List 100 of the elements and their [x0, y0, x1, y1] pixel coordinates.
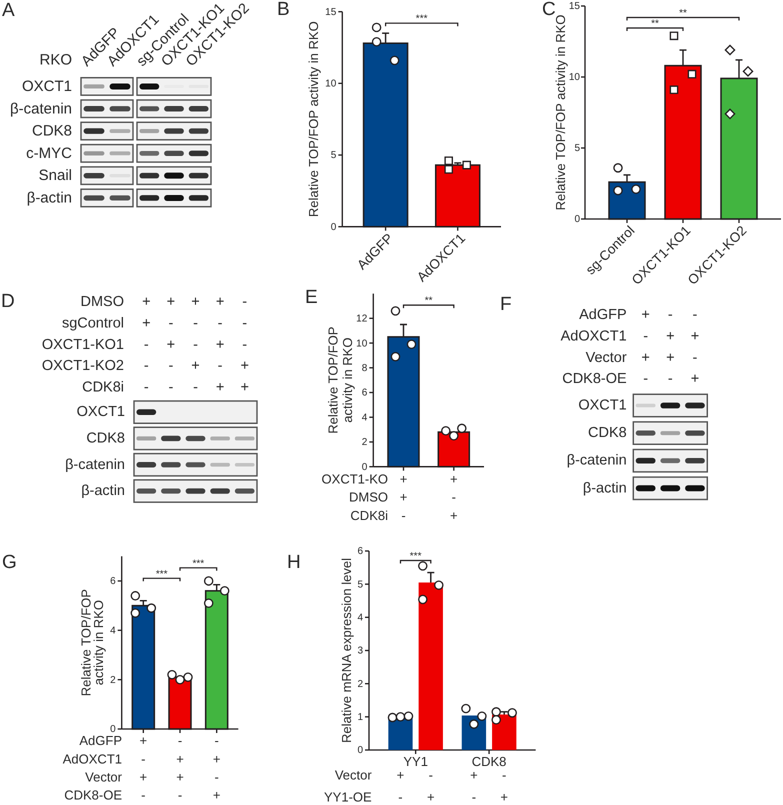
y-tick-label: 2: [357, 678, 364, 690]
text: +: [212, 751, 220, 766]
category-label: CDK8: [588, 425, 627, 442]
text: +: [142, 294, 151, 310]
y-tick-label: 2: [362, 437, 368, 448]
text: +: [666, 328, 675, 344]
y-tick-label: 5: [574, 143, 580, 154]
point: [372, 22, 382, 32]
category-label: c-MYC: [26, 144, 72, 162]
category-label: OXCT1: [578, 398, 627, 414]
annotation: ***: [416, 14, 428, 25]
text: +: [450, 508, 458, 523]
text: -: [193, 315, 198, 332]
category-label: β-catenin: [10, 100, 72, 118]
text: D: [1, 291, 15, 312]
text: +: [666, 350, 675, 366]
text: -: [168, 358, 174, 374]
text: -: [242, 315, 248, 332]
text: -: [178, 788, 182, 802]
text: -: [218, 315, 223, 332]
point: [670, 32, 678, 40]
text: -: [168, 380, 174, 396]
y-tick-label: 6: [110, 576, 116, 588]
category-label: AdOXCT1: [560, 328, 627, 344]
y-axis-title: Relative mRNA expression level: [339, 558, 354, 743]
text: +: [240, 358, 249, 374]
category-label: Snail: [38, 167, 72, 184]
text: +: [400, 490, 408, 505]
text: A: [2, 0, 15, 21]
text: +: [216, 294, 224, 310]
text: -: [401, 508, 406, 523]
y-tick-label: 12: [356, 314, 368, 325]
category-label: AdGFP: [579, 307, 627, 323]
text: -: [214, 733, 219, 748]
category-label: DMSO: [80, 294, 124, 310]
y-tick-label: 0: [357, 745, 364, 756]
category-label: CDK8i: [350, 508, 388, 523]
text: +: [240, 380, 249, 396]
text: -: [428, 768, 433, 782]
y-tick-label: 5: [357, 579, 364, 590]
y-axis-title: Relative TOP/FOP activity in RKO: [553, 14, 568, 210]
category-label: OXCT1: [22, 78, 72, 95]
text: -: [242, 294, 248, 310]
text: -: [214, 769, 219, 784]
chart-title: E: [305, 287, 318, 308]
text: -: [144, 380, 149, 396]
annotation: **: [679, 8, 687, 19]
category-label: YY1-OE: [324, 790, 372, 804]
chart-title: B: [277, 0, 290, 20]
text: -: [692, 307, 698, 323]
category-label: Vector: [586, 350, 627, 366]
y-tick-label: 4: [362, 412, 368, 424]
bar: [418, 582, 443, 750]
text: +: [216, 380, 224, 396]
chart-title: C: [542, 0, 556, 20]
text: -: [218, 358, 223, 374]
text: +: [216, 336, 224, 353]
y-axis-title: Relative TOP/FOP activity in RKO: [326, 326, 355, 434]
y-tick-label: 10: [325, 78, 337, 90]
chart-title: H: [287, 552, 301, 573]
category-label: AdGFP: [79, 733, 122, 748]
text: -: [168, 315, 174, 332]
category-label: OXCT1: [76, 404, 125, 420]
text: +: [176, 769, 184, 784]
point: [444, 165, 453, 174]
text: +: [212, 788, 220, 802]
annotation: ***: [156, 568, 168, 580]
text: -: [178, 733, 182, 748]
text: +: [641, 350, 650, 366]
text: -: [398, 790, 403, 804]
text: -: [193, 380, 198, 396]
annotation: **: [424, 296, 433, 307]
y-axis-title: Relative TOP/FOP activity in RKO: [306, 21, 321, 218]
text: F: [500, 294, 512, 315]
category-label: OXCT1-KO2: [42, 358, 124, 374]
annotation: ***: [192, 558, 204, 570]
text: -: [144, 336, 149, 353]
y-tick-label: 6: [357, 546, 364, 558]
text: +: [142, 315, 151, 332]
category-label: CDK8: [32, 122, 72, 140]
y-tick-label: 0: [574, 214, 580, 226]
category-label: β-actin: [26, 189, 72, 206]
category-label: OXCT1-KO1: [42, 336, 124, 353]
y-tick-label: 5: [330, 150, 337, 162]
text: +: [641, 307, 650, 323]
text: -: [141, 751, 146, 766]
text: +: [396, 768, 404, 782]
y-tick-label: 0: [362, 462, 368, 473]
y-tick-label: 0: [330, 222, 337, 233]
text: +: [500, 790, 508, 804]
text: +: [166, 336, 176, 353]
category-label: CDK8i: [82, 380, 124, 396]
text: +: [176, 751, 184, 766]
text: -: [141, 788, 146, 802]
category-label: OXCT1-KO: [322, 472, 388, 486]
category-label: CDK8-OE: [562, 371, 627, 388]
category-label: CDK8: [86, 430, 125, 446]
point: [724, 108, 736, 120]
category-label: β-actin: [582, 480, 627, 496]
y-tick-label: 6: [362, 388, 368, 399]
